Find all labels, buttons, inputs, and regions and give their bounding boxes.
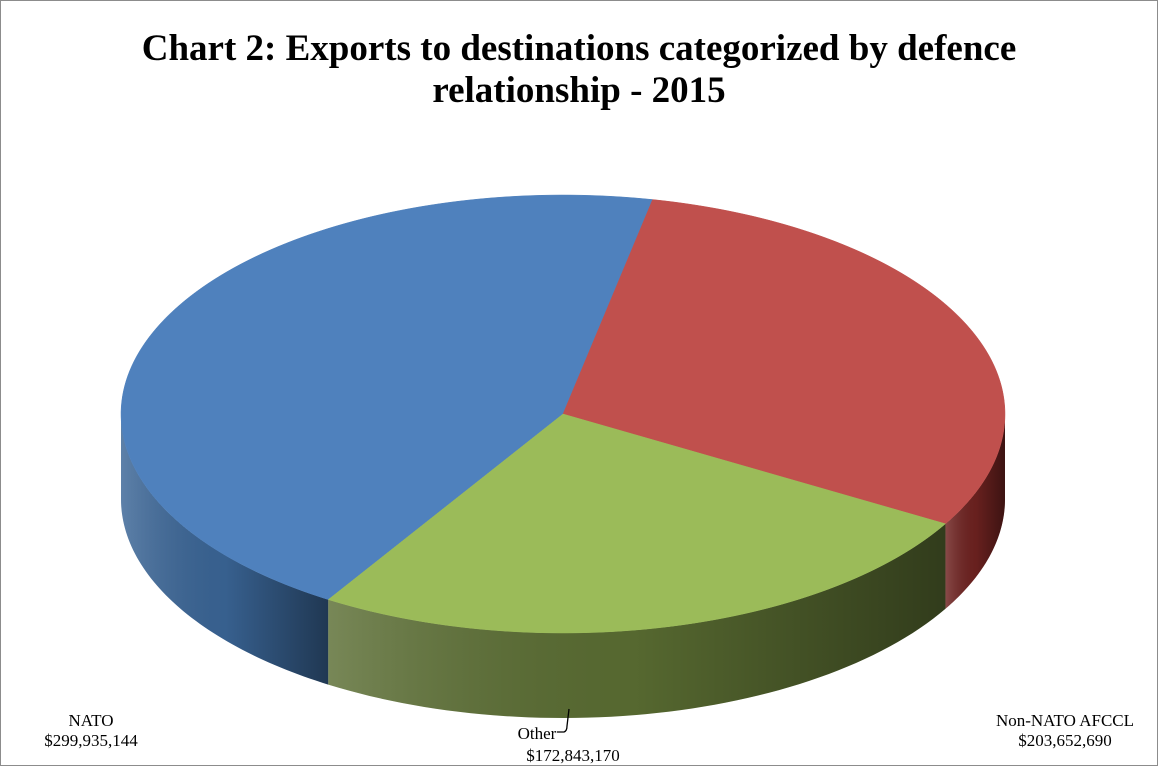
other-value-label: $172,843,170 — [526, 746, 620, 765]
pie-sides — [121, 414, 1005, 718]
pie-side-shade-non-nato-afccl — [945, 414, 1005, 609]
other-label: Other — [518, 724, 557, 743]
non-nato-afccl-value-label: $203,652,690 — [1018, 731, 1112, 750]
chart-title: Chart 2: Exports to destinations categor… — [1, 28, 1157, 112]
non-nato-afccl-label: Non-NATO AFCCL — [996, 711, 1134, 730]
data-labels: NATO $299,935,144 Non-NATO AFCCL $203,65… — [44, 708, 1134, 765]
other-leader-line — [557, 708, 570, 733]
pie-slice-other — [327, 413, 946, 634]
chart-title-line-2: relationship - 2015 — [432, 70, 726, 111]
pie-side-shade-nato — [121, 414, 329, 685]
pie-top-faces — [120, 194, 1006, 634]
nato-value-label: $299,935,144 — [44, 731, 138, 750]
pie-side-shade-other — [328, 523, 946, 718]
chart-title-line-1: Chart 2: Exports to destinations categor… — [141, 28, 1017, 69]
pie-slice-non-nato-afccl — [562, 199, 1006, 525]
nato-label: NATO — [68, 711, 113, 730]
pie-slice-nato — [120, 194, 653, 600]
